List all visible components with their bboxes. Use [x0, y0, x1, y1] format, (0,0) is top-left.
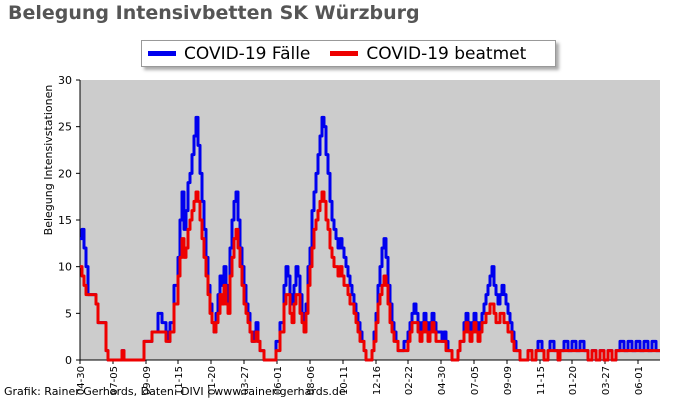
- x-tick-label: 01-20: [568, 366, 579, 395]
- x-tick-label: 02-22: [404, 366, 415, 395]
- chart-title: Belegung Intensivbetten SK Würzburg: [8, 2, 420, 24]
- x-tick-label: 12-16: [372, 366, 383, 395]
- x-tick-label: 07-05: [470, 366, 481, 395]
- legend-label-ventilated: COVID-19 beatmet: [366, 43, 527, 64]
- y-axis: 0 5 10 15 20 25 30: [58, 74, 81, 367]
- x-tick-label: 04-30: [76, 366, 87, 395]
- x-tick-label: 06-01: [273, 366, 284, 395]
- x-tick-label: 06-01: [634, 366, 645, 395]
- series-layer: [80, 115, 660, 362]
- credit-text: Grafik: Rainer Gerhards, Daten: DIVI | w…: [4, 385, 346, 398]
- legend-item-ventilated: COVID-19 beatmet: [330, 44, 526, 64]
- x-axis: 04-30 07-05 09-09 11-15 01-20 03-27 06-01 08-06…: [76, 359, 660, 395]
- x-tick-label: 11-15: [174, 366, 185, 395]
- x-tick-label: 10-11: [339, 366, 350, 395]
- y-axis-label: Belegung Intensivstationen: [42, 85, 55, 236]
- legend-swatch-ventilated: [330, 51, 359, 56]
- plot-area: [80, 80, 660, 360]
- x-tick-label: 07-05: [109, 366, 120, 395]
- x-tick-label: 09-09: [503, 366, 514, 395]
- y-tick-label: 25: [58, 121, 72, 134]
- y-tick-label: 15: [58, 214, 72, 227]
- chart-legend: COVID-19 Fälle COVID-19 beatmet: [141, 40, 556, 67]
- x-tick-label: 03-27: [601, 366, 612, 395]
- x-tick-label: 01-20: [207, 366, 218, 395]
- y-tick-label: 30: [58, 74, 72, 87]
- x-tick-label: 03-27: [240, 366, 251, 395]
- legend-item-cases: COVID-19 Fälle: [148, 44, 310, 64]
- x-tick-label: 09-09: [142, 366, 153, 395]
- y-tick-label: 10: [58, 261, 72, 274]
- y-tick-label: 20: [58, 167, 72, 180]
- y-tick-label: 5: [65, 307, 72, 320]
- series-line-ventilated: [80, 190, 660, 362]
- y-tick-label: 0: [65, 354, 72, 367]
- x-tick-label: 08-06: [306, 366, 317, 395]
- x-tick-label: 04-30: [437, 366, 448, 395]
- legend-label-cases: COVID-19 Fälle: [184, 43, 311, 64]
- x-tick-label: 11-15: [536, 366, 547, 395]
- legend-swatch-cases: [148, 51, 176, 56]
